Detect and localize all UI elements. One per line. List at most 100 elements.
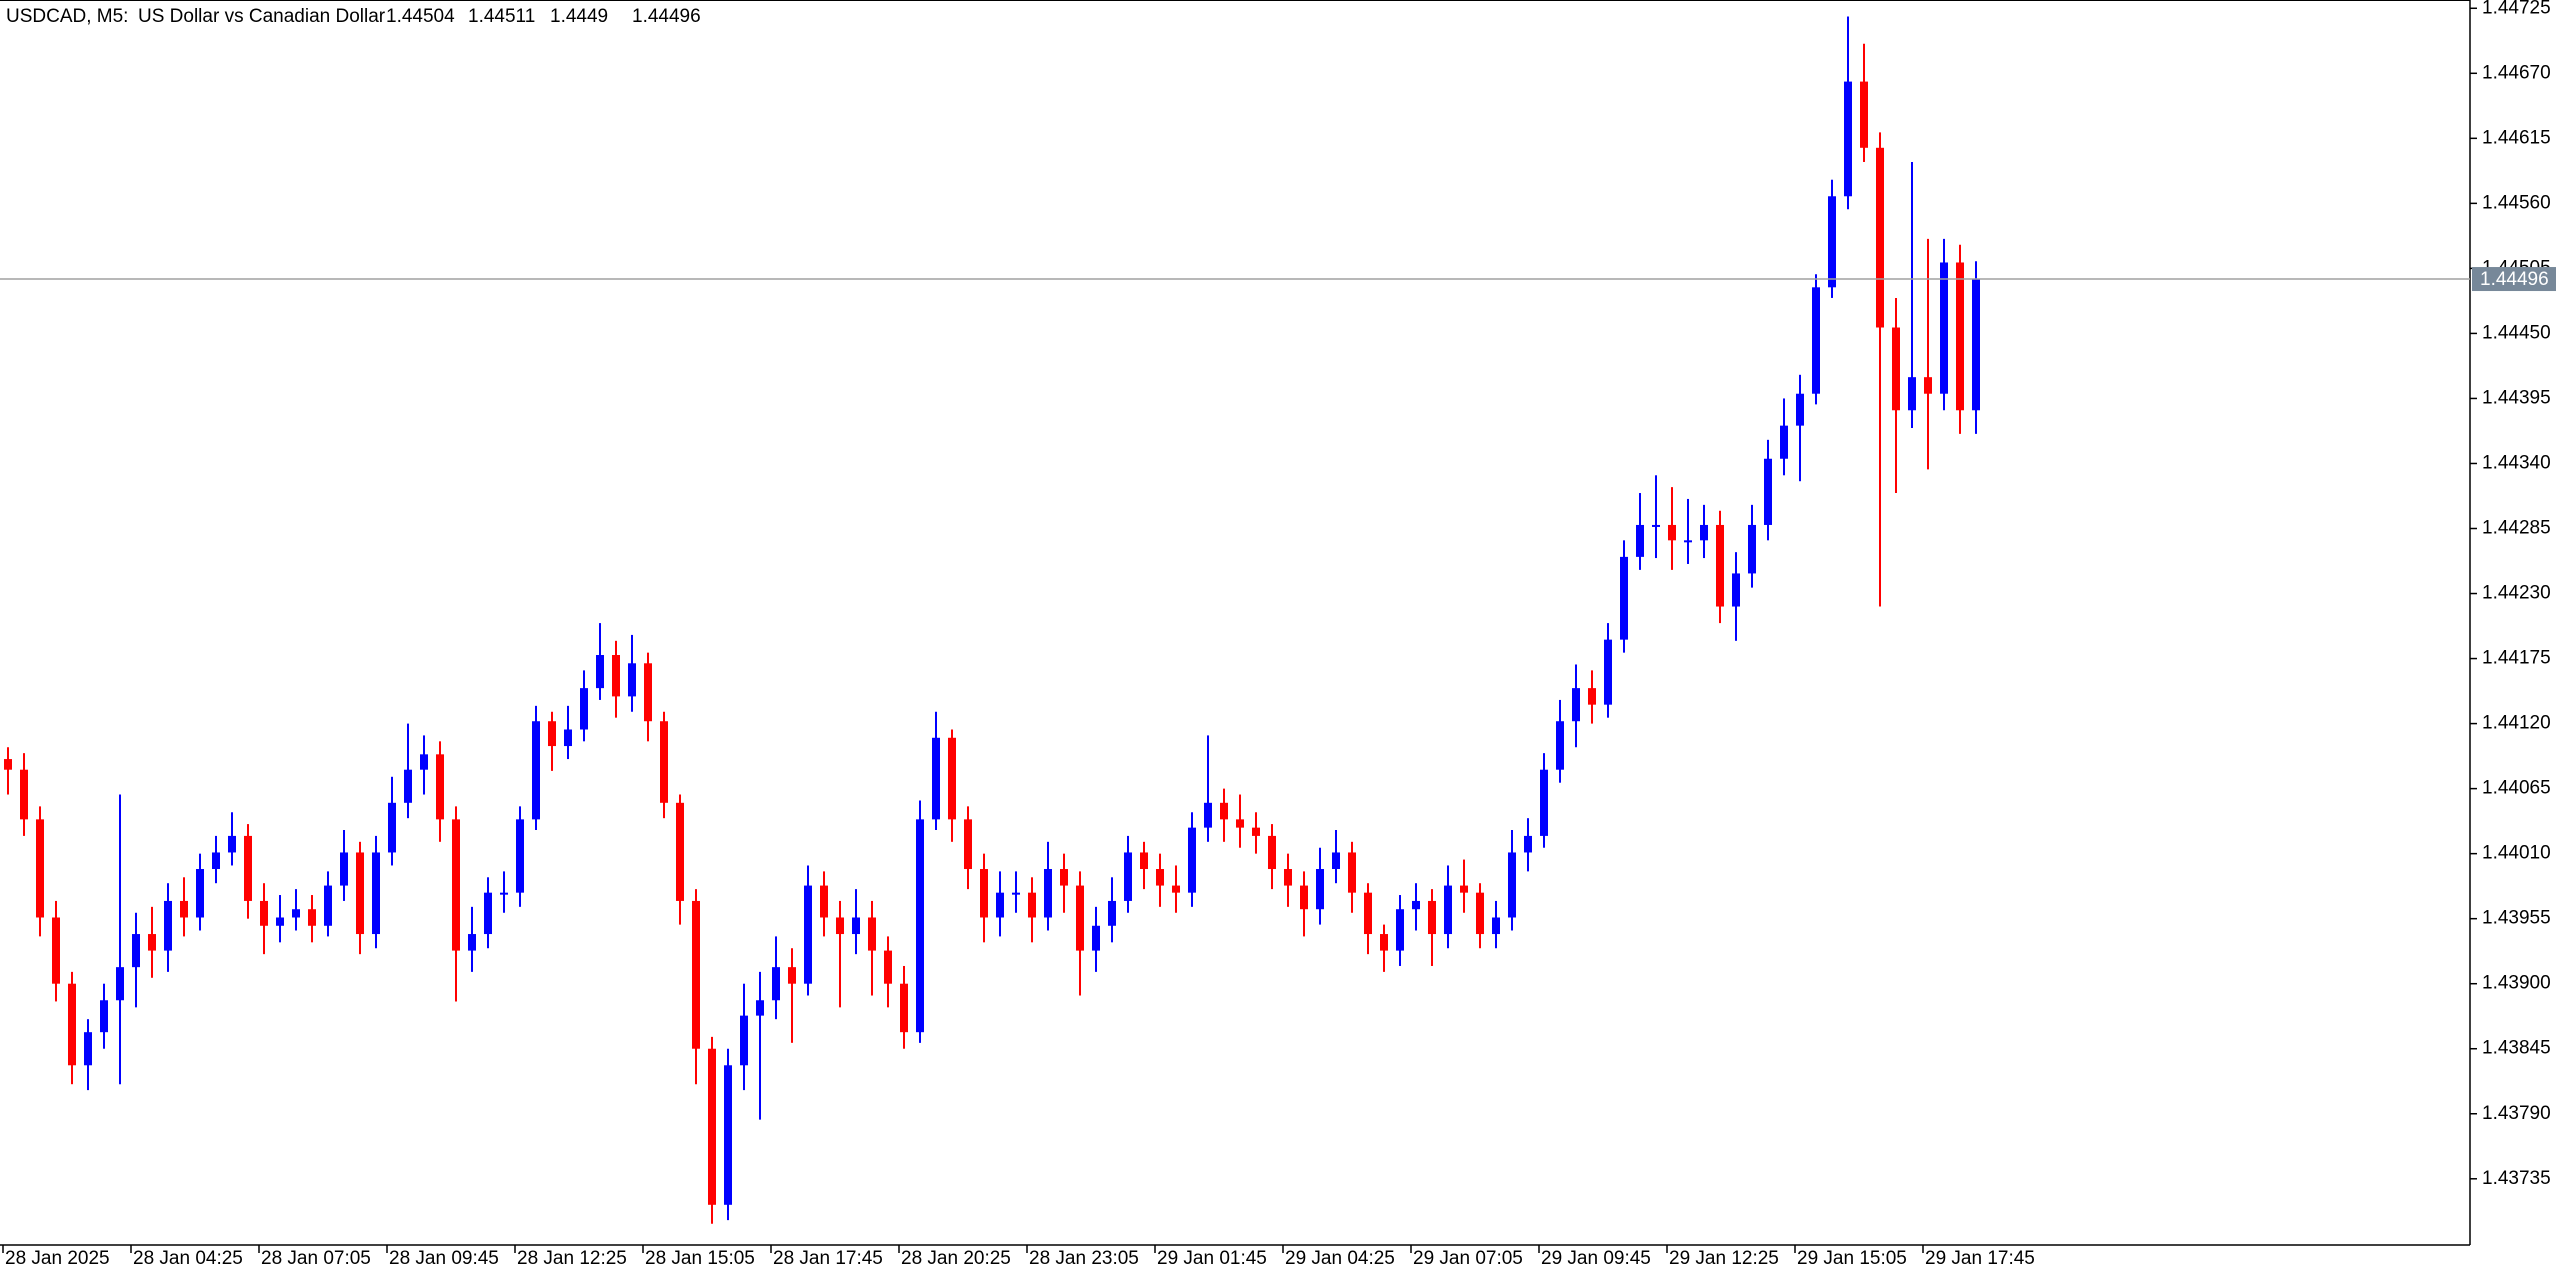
x-tick-label: 29 Jan 17:45 — [1925, 1248, 2035, 1269]
candle-body — [900, 983, 908, 1033]
candle-body — [164, 900, 172, 951]
y-tick-label: 1.44010 — [2482, 843, 2551, 864]
candle-body — [1156, 869, 1164, 886]
candle-body — [36, 819, 44, 918]
candle-body — [1444, 885, 1452, 935]
y-tick-label: 1.44615 — [2482, 127, 2551, 148]
candle-body — [1044, 869, 1052, 918]
candle-body — [1380, 934, 1388, 951]
y-tick-label: 1.44340 — [2482, 452, 2551, 473]
quote-high: 1.44511 — [468, 6, 535, 27]
candle-body — [1892, 327, 1900, 411]
x-tick-label: 28 Jan 15:05 — [645, 1248, 755, 1269]
candle-body — [1940, 262, 1948, 394]
x-tick-label: 29 Jan 09:45 — [1541, 1248, 1651, 1269]
candle-body — [852, 917, 860, 935]
candle-body — [1844, 81, 1852, 197]
x-tick-label: 28 Jan 23:05 — [1029, 1248, 1139, 1269]
x-tick-label: 28 Jan 04:25 — [133, 1248, 243, 1269]
description: US Dollar vs Canadian Dollar — [138, 6, 386, 27]
quote-open: 1.44504 — [386, 6, 455, 27]
candle-body — [1812, 287, 1820, 394]
y-tick-label: 1.43845 — [2482, 1038, 2551, 1059]
candle-body — [1668, 524, 1676, 541]
candle-body — [228, 835, 236, 853]
y-tick-label: 1.44560 — [2482, 192, 2551, 213]
candle-body — [276, 917, 284, 926]
candle-body — [1412, 900, 1420, 910]
candle-body — [68, 983, 76, 1066]
plot — [4, 16, 1980, 1224]
quote-close: 1.44496 — [632, 6, 701, 27]
candle-body — [820, 885, 828, 918]
candle-body — [1140, 852, 1148, 870]
x-tick-label: 29 Jan 15:05 — [1797, 1248, 1907, 1269]
candle-body — [1796, 393, 1804, 426]
candle-body — [292, 909, 300, 918]
y-tick-label: 1.44725 — [2482, 0, 2551, 18]
candle-body — [1236, 819, 1244, 828]
candle-body — [1012, 892, 1020, 895]
candle-body — [1684, 540, 1692, 543]
price-label: 1.44496 — [2480, 269, 2549, 290]
candle-body — [1828, 196, 1836, 288]
candle-body — [1268, 835, 1276, 870]
y-tick-label: 1.44450 — [2482, 322, 2551, 343]
candle-body — [1284, 869, 1292, 886]
x-tick-label: 29 Jan 01:45 — [1157, 1248, 1267, 1269]
candle-body — [52, 917, 60, 984]
x-tick-label: 29 Jan 04:25 — [1285, 1248, 1395, 1269]
y-tick-label: 1.44065 — [2482, 778, 2551, 799]
y-tick-label: 1.44120 — [2482, 713, 2551, 734]
candle-body — [1572, 688, 1580, 722]
candle-body — [1924, 377, 1932, 394]
candle-body — [84, 1032, 92, 1066]
candle-body — [1396, 909, 1404, 951]
candle-body — [1460, 885, 1468, 893]
candle-body — [1076, 885, 1084, 951]
candle-body — [724, 1065, 732, 1205]
candle-body — [836, 917, 844, 935]
candle-body — [180, 900, 188, 918]
x-tick-label: 28 Jan 12:25 — [517, 1248, 627, 1269]
candle-body — [1908, 377, 1916, 411]
candle-body — [532, 721, 540, 820]
x-tick-label: 28 Jan 17:45 — [773, 1248, 883, 1269]
quote-low: 1.4449 — [550, 6, 608, 27]
candle-body — [1476, 892, 1484, 935]
candle-body — [1364, 892, 1372, 935]
candle-body — [1636, 524, 1644, 557]
candle-body — [692, 900, 700, 1049]
candle-body — [1252, 827, 1260, 836]
candle-body — [1300, 885, 1308, 910]
candle-body — [196, 869, 204, 918]
x-tick-label: 28 Jan 09:45 — [389, 1248, 499, 1269]
candle-body — [996, 892, 1004, 918]
candle-body — [644, 663, 652, 722]
candle-body — [260, 900, 268, 926]
candle-body — [1588, 688, 1596, 705]
candle-body — [548, 721, 556, 747]
candle-body — [1652, 524, 1660, 527]
candle-body — [1188, 827, 1196, 893]
candle-body — [1492, 917, 1500, 935]
candle-body — [1972, 279, 1980, 411]
candle-body — [916, 819, 924, 1033]
candle-body — [20, 769, 28, 820]
candle-body — [1748, 524, 1756, 574]
y-tick-label: 1.44395 — [2482, 387, 2551, 408]
candle-body — [804, 885, 812, 984]
y-tick-label: 1.43735 — [2482, 1168, 2551, 1189]
y-tick-label: 1.43900 — [2482, 973, 2551, 994]
candle-body — [340, 852, 348, 886]
candle-body — [388, 802, 396, 853]
candle-body — [484, 892, 492, 935]
candle-body — [948, 737, 956, 820]
candle-body — [868, 917, 876, 951]
y-tick-label: 1.44175 — [2482, 648, 2551, 669]
price-label-box — [2472, 267, 2556, 292]
candle-body — [564, 729, 572, 747]
candle-body — [500, 892, 508, 895]
candle-body — [1540, 769, 1548, 836]
